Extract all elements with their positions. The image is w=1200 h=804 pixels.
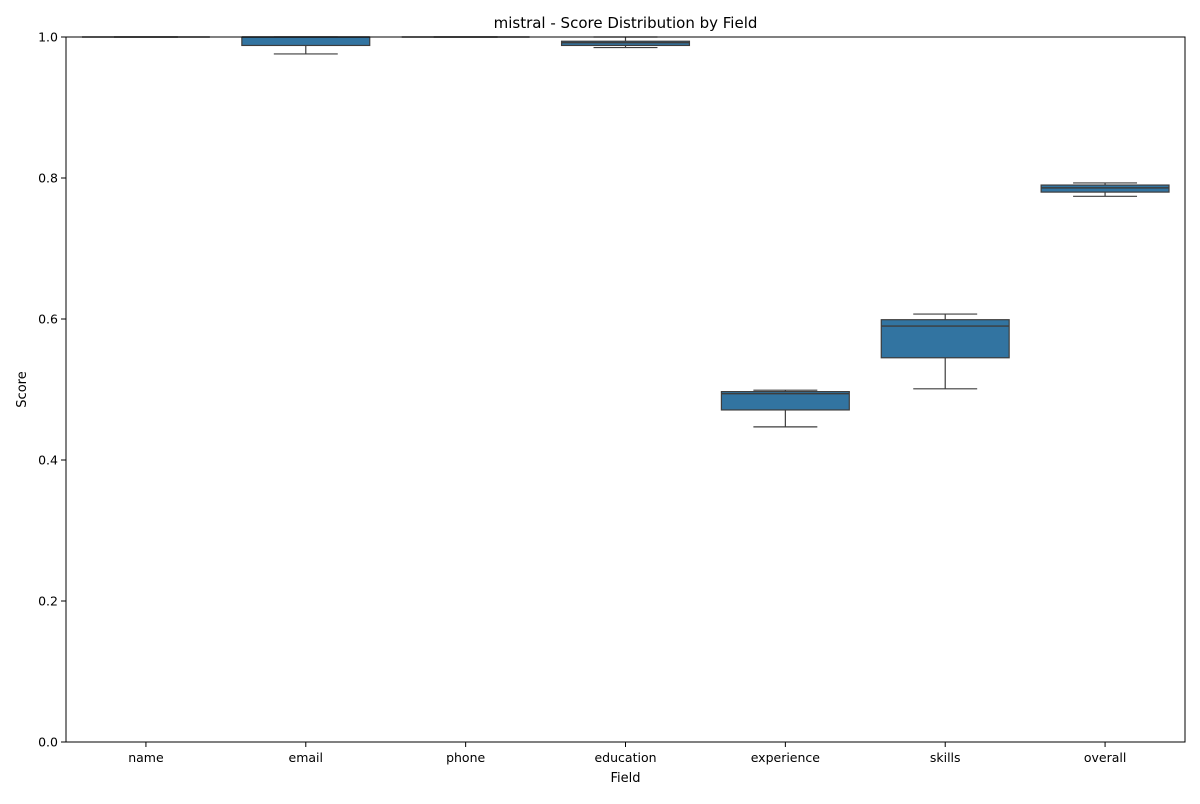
x-tick-label-name: name	[128, 750, 164, 765]
x-tick-label-experience: experience	[751, 750, 821, 765]
box-iqr	[241, 36, 371, 47]
y-axis-label: Score	[15, 371, 30, 407]
box-iqr	[720, 391, 850, 411]
x-tick-label-phone: phone	[446, 750, 485, 765]
y-tick-label: 1.0	[38, 30, 58, 45]
x-tick-label-overall: overall	[1084, 750, 1126, 765]
y-axis: 0.0 0.2 0.4 0.6 0.8 1.0	[38, 30, 66, 750]
boxes-layer	[81, 36, 1170, 428]
y-tick-label: 0.8	[38, 171, 58, 186]
y-tick-label: 0.6	[38, 312, 58, 327]
box-iqr	[1040, 184, 1170, 193]
x-tick-label-education: education	[594, 750, 656, 765]
x-axis-label: Field	[610, 771, 640, 786]
x-axis: name email phone education experience skills o…	[128, 742, 1126, 765]
box-education	[560, 36, 691, 49]
y-tick-label: 0.4	[38, 453, 58, 468]
box-email	[241, 36, 371, 55]
box-skills	[880, 313, 1010, 390]
x-tick-label-email: email	[289, 750, 323, 765]
box-experience	[720, 389, 850, 428]
chart-title: mistral - Score Distribution by Field	[494, 14, 758, 32]
plot-frame	[65, 36, 1186, 743]
box-iqr	[560, 40, 691, 47]
y-tick-label: 0.2	[38, 594, 58, 609]
x-tick-label-skills: skills	[930, 750, 961, 765]
box-overall	[1040, 182, 1170, 197]
y-tick-label: 0.0	[38, 735, 58, 750]
